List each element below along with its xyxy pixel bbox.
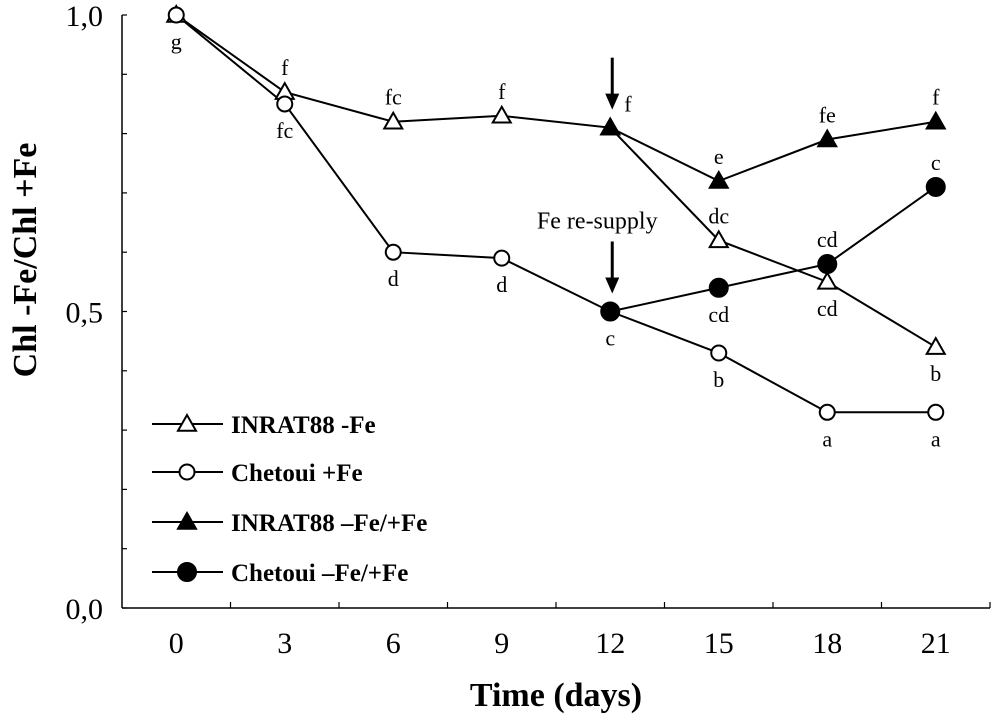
data-point-circle-filled [708, 277, 729, 298]
significance-letter: f [281, 55, 289, 80]
legend-item: Chetoui –Fe/+Fe [152, 560, 408, 587]
legend: INRAT88 -Fe Chetoui +Fe INRAT88 –Fe/+Fe Che… [152, 412, 427, 587]
series-markers [165, 3, 947, 421]
arrow-down-icon [605, 277, 620, 294]
x-tick-label: 15 [704, 627, 734, 660]
data-point-triangle-open [925, 336, 947, 355]
data-point-circle-filled [817, 254, 838, 275]
x-tick-labels: 0 3 6 9 12 15 18 21 [169, 627, 951, 660]
data-point-triangle-open [708, 229, 730, 249]
fe-resupply-annotation: Fe re-supply [537, 209, 658, 235]
annotations: Fe re-supply [537, 57, 658, 294]
data-point-triangle-open [491, 104, 513, 124]
x-axis-title: Time (days) [470, 677, 642, 714]
y-tick-label: 1,0 [66, 0, 104, 33]
x-tick-label: 0 [169, 627, 184, 660]
arrow-down-icon [605, 93, 620, 110]
data-point-circle-filled [600, 301, 621, 322]
significance-letter: c [931, 150, 941, 175]
significance-letter: dc [708, 203, 729, 228]
data-point-circle-open [276, 95, 294, 113]
data-point-triangle-filled [708, 170, 730, 189]
data-point-circle-open [927, 403, 945, 421]
series-line-2 [175, 14, 936, 414]
data-point-triangle-filled [599, 116, 621, 136]
data-point-triangle-open [382, 110, 404, 130]
significance-letter: fe [819, 103, 836, 128]
legend-label: INRAT88 –Fe/+Fe [231, 510, 427, 537]
significance-letter: g [171, 29, 182, 54]
significance-letter: a [931, 426, 941, 451]
series-lines [175, 14, 937, 414]
x-tick-label: 12 [595, 627, 625, 660]
significance-letter: fc [385, 85, 402, 110]
legend-label: Chetoui –Fe/+Fe [231, 560, 408, 587]
data-point-circle-open [167, 6, 185, 24]
x-tick-label: 6 [386, 627, 401, 660]
legend-marker-triangle-filled [176, 510, 198, 530]
legend-label: Chetoui +Fe [231, 460, 363, 487]
legend-item: INRAT88 -Fe [152, 412, 376, 439]
series-line-3 [609, 120, 936, 183]
data-point-circle-open [710, 344, 728, 362]
significance-letter: d [496, 272, 507, 297]
significance-letter: b [930, 361, 941, 386]
significance-letter: f [624, 92, 632, 117]
legend-marker-circle-open [178, 463, 196, 481]
y-tick-label: 0,5 [66, 297, 104, 330]
series-line-4 [610, 186, 937, 313]
significance-letter: e [714, 144, 724, 169]
x-tick-label: 3 [277, 627, 292, 660]
significance-letter: b [713, 367, 724, 392]
x-tick-label: 9 [494, 627, 509, 660]
legend-item: INRAT88 –Fe/+Fe [152, 510, 427, 537]
significance-letter: cd [708, 302, 729, 327]
x-tick-label: 21 [921, 627, 951, 660]
data-point-triangle-filled [816, 128, 838, 148]
data-point-circle-open [493, 249, 511, 267]
significance-letter: c [605, 326, 615, 351]
data-point-circle-filled [925, 176, 946, 197]
y-tick-label: 0,0 [66, 593, 104, 626]
data-point-triangle-open [816, 270, 838, 290]
legend-marker-circle-filled [177, 562, 197, 582]
significance-letter: cd [817, 296, 838, 321]
legend-label: INRAT88 -Fe [231, 412, 376, 439]
legend-item: Chetoui +Fe [152, 460, 363, 487]
y-tick-labels: 0,0 0,5 1,0 [66, 0, 104, 626]
significance-letter: cd [817, 227, 838, 252]
legend-marker-triangle-open [176, 412, 198, 432]
x-tick-label: 18 [812, 627, 842, 660]
data-point-circle-open [384, 243, 402, 261]
significance-letter: f [932, 85, 940, 110]
y-axis-title: Chl -Fe/Chl +Fe [7, 143, 44, 378]
series-group [165, 3, 947, 421]
significance-letter: a [822, 426, 832, 451]
significance-letter: fc [276, 118, 293, 143]
data-point-triangle-filled [925, 110, 947, 130]
data-point-circle-open [818, 403, 836, 421]
series-line-1 [175, 14, 937, 348]
significance-letter: f [498, 79, 506, 104]
significance-letter: d [388, 266, 399, 291]
axes [121, 14, 991, 609]
